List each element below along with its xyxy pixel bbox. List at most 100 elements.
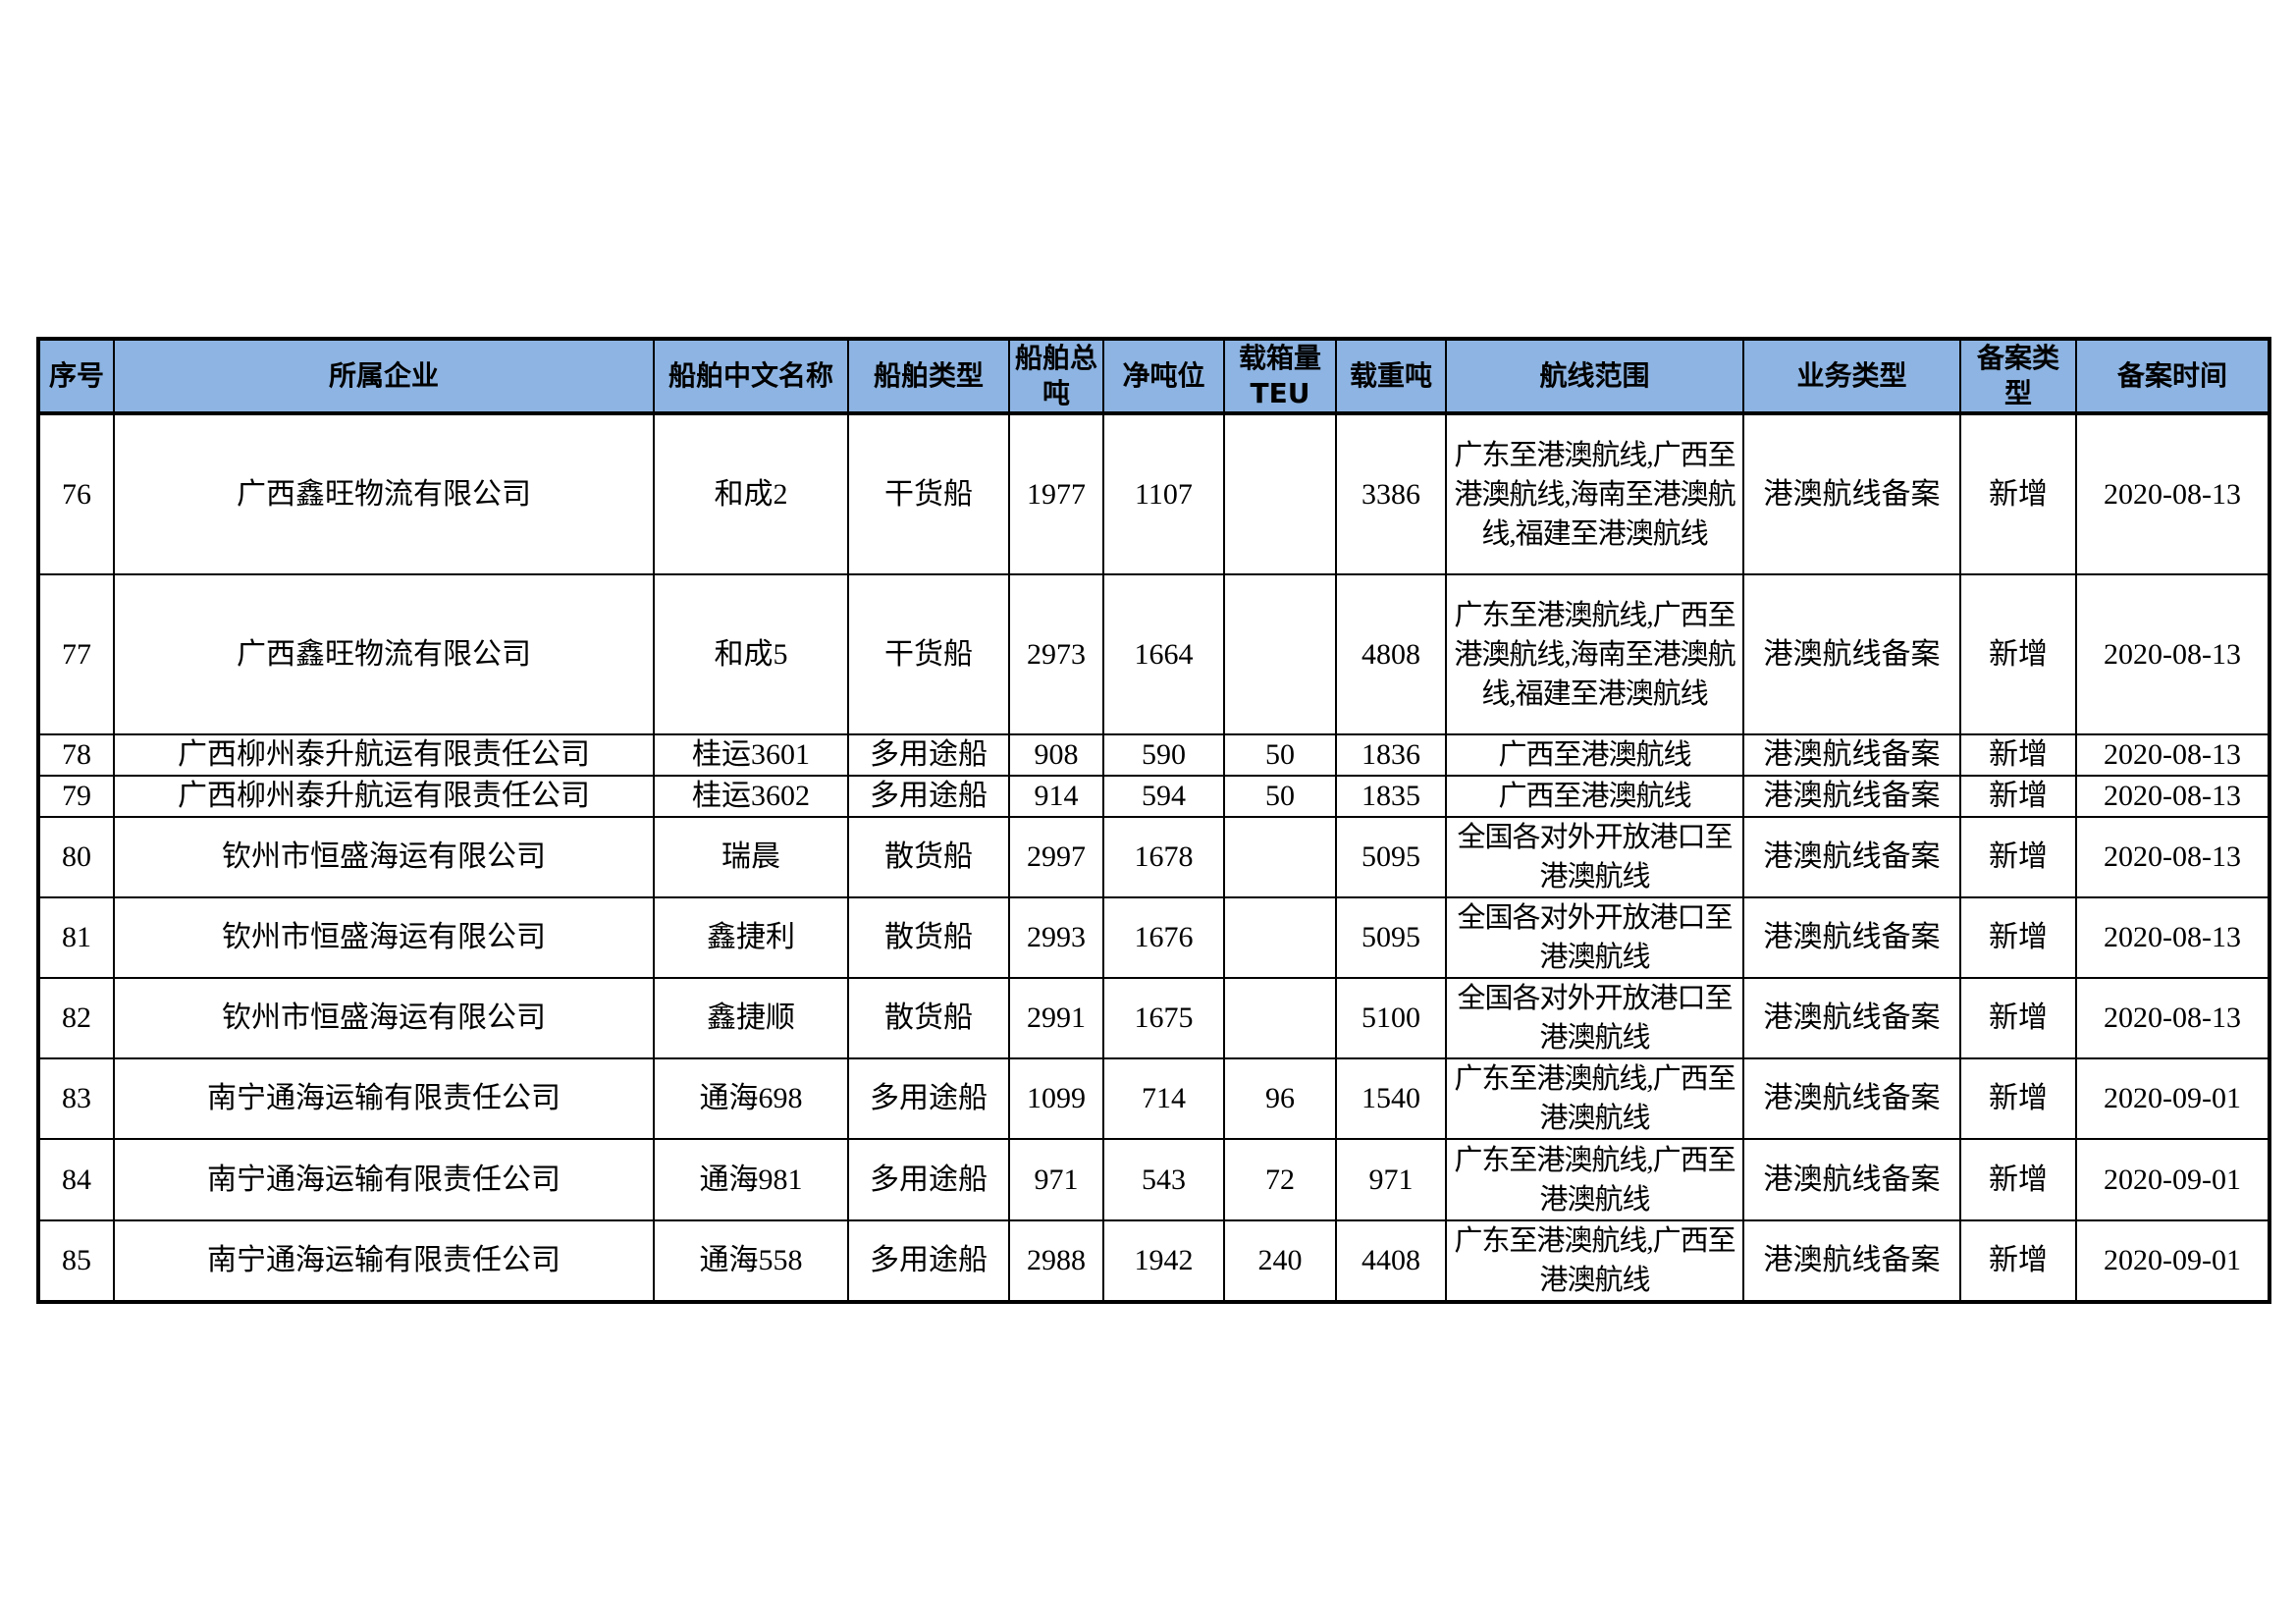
cell-filing-date: 2020-08-13 <box>2075 977 2270 1059</box>
cell-ship-name: 鑫捷顺 <box>653 977 849 1059</box>
cell-deadweight: 971 <box>1335 1138 1447 1221</box>
cell-company: 南宁通海运输有限责任公司 <box>113 1219 655 1303</box>
cell-ship-name: 和成5 <box>653 573 849 735</box>
cell-filing-type: 新增 <box>1959 412 2077 575</box>
cell-gross-tonnage: 2993 <box>1008 896 1104 979</box>
cell-business-type: 港澳航线备案 <box>1742 775 1961 818</box>
cell-index: 79 <box>37 775 115 818</box>
table-row: 78 广西柳州泰升航运有限责任公司 桂运3601 多用途船 908 590 50 1836 广西… <box>37 733 2270 777</box>
cell-index: 80 <box>37 816 115 898</box>
cell-net-tonnage: 1678 <box>1102 816 1225 898</box>
cell-business-type: 港澳航线备案 <box>1742 1219 1961 1303</box>
cell-index: 84 <box>37 1138 115 1221</box>
column-header-filing-type: 备案类型 <box>1959 338 2077 414</box>
cell-ship-type: 多用途船 <box>847 1138 1010 1221</box>
cell-filing-date: 2020-09-01 <box>2075 1219 2270 1303</box>
cell-route-scope: 全国各对外开放港口至港澳航线 <box>1445 977 1744 1059</box>
cell-net-tonnage: 590 <box>1102 733 1225 777</box>
cell-route-scope: 广东至港澳航线,广西至港澳航线,海南至港澳航线,福建至港澳航线 <box>1445 412 1744 575</box>
cell-ship-name: 和成2 <box>653 412 849 575</box>
cell-company: 南宁通海运输有限责任公司 <box>113 1138 655 1221</box>
cell-net-tonnage: 714 <box>1102 1057 1225 1140</box>
table-row: 85 南宁通海运输有限责任公司 通海558 多用途船 2988 1942 240 4408 广东… <box>37 1219 2270 1303</box>
cell-teu-capacity <box>1223 977 1337 1059</box>
cell-deadweight: 5095 <box>1335 896 1447 979</box>
cell-filing-type: 新增 <box>1959 977 2077 1059</box>
cell-deadweight: 4808 <box>1335 573 1447 735</box>
cell-route-scope: 广西至港澳航线 <box>1445 775 1744 818</box>
cell-gross-tonnage: 908 <box>1008 733 1104 777</box>
cell-business-type: 港澳航线备案 <box>1742 896 1961 979</box>
column-header-net-tonnage: 净吨位 <box>1102 338 1225 414</box>
cell-ship-name: 瑞晨 <box>653 816 849 898</box>
cell-index: 81 <box>37 896 115 979</box>
cell-index: 76 <box>37 412 115 575</box>
cell-company: 广西鑫旺物流有限公司 <box>113 412 655 575</box>
table-row: 77 广西鑫旺物流有限公司 和成5 干货船 2973 1664 4808 广东至港澳航线,广西… <box>37 573 2270 735</box>
cell-net-tonnage: 1107 <box>1102 412 1225 575</box>
cell-gross-tonnage: 2973 <box>1008 573 1104 735</box>
table-header-row: 序号 所属企业 船舶中文名称 船舶类型 船舶总吨 净吨位 载箱量TEU 载重吨 航线范围 业务类型… <box>37 338 2270 414</box>
cell-filing-date: 2020-08-13 <box>2075 775 2270 818</box>
cell-deadweight: 1540 <box>1335 1057 1447 1140</box>
cell-business-type: 港澳航线备案 <box>1742 977 1961 1059</box>
column-header-business-type: 业务类型 <box>1742 338 1961 414</box>
cell-gross-tonnage: 1099 <box>1008 1057 1104 1140</box>
cell-net-tonnage: 543 <box>1102 1138 1225 1221</box>
cell-company: 广西柳州泰升航运有限责任公司 <box>113 775 655 818</box>
cell-business-type: 港澳航线备案 <box>1742 816 1961 898</box>
column-header-filing-date: 备案时间 <box>2075 338 2270 414</box>
cell-business-type: 港澳航线备案 <box>1742 412 1961 575</box>
cell-index: 83 <box>37 1057 115 1140</box>
cell-ship-name: 桂运3602 <box>653 775 849 818</box>
cell-ship-name: 通海698 <box>653 1057 849 1140</box>
cell-teu-capacity <box>1223 573 1337 735</box>
cell-company: 广西柳州泰升航运有限责任公司 <box>113 733 655 777</box>
table-row: 79 广西柳州泰升航运有限责任公司 桂运3602 多用途船 914 594 50 1835 广西… <box>37 775 2270 818</box>
cell-filing-date: 2020-09-01 <box>2075 1057 2270 1140</box>
cell-deadweight: 4408 <box>1335 1219 1447 1303</box>
cell-teu-capacity <box>1223 816 1337 898</box>
cell-teu-capacity: 72 <box>1223 1138 1337 1221</box>
cell-ship-type: 干货船 <box>847 573 1010 735</box>
cell-net-tonnage: 1942 <box>1102 1219 1225 1303</box>
cell-deadweight: 3386 <box>1335 412 1447 575</box>
cell-index: 85 <box>37 1219 115 1303</box>
cell-index: 82 <box>37 977 115 1059</box>
cell-net-tonnage: 1664 <box>1102 573 1225 735</box>
cell-filing-type: 新增 <box>1959 775 2077 818</box>
column-header-index: 序号 <box>37 338 115 414</box>
table-row: 82 钦州市恒盛海运有限公司 鑫捷顺 散货船 2991 1675 5100 全国各对外开放港口… <box>37 977 2270 1059</box>
cell-filing-date: 2020-08-13 <box>2075 896 2270 979</box>
cell-ship-type: 干货船 <box>847 412 1010 575</box>
cell-teu-capacity: 50 <box>1223 775 1337 818</box>
column-header-company: 所属企业 <box>113 338 655 414</box>
cell-net-tonnage: 594 <box>1102 775 1225 818</box>
cell-filing-date: 2020-09-01 <box>2075 1138 2270 1221</box>
column-header-route-scope: 航线范围 <box>1445 338 1744 414</box>
cell-filing-date: 2020-08-13 <box>2075 573 2270 735</box>
cell-company: 广西鑫旺物流有限公司 <box>113 573 655 735</box>
cell-net-tonnage: 1676 <box>1102 896 1225 979</box>
cell-filing-date: 2020-08-13 <box>2075 733 2270 777</box>
cell-gross-tonnage: 2997 <box>1008 816 1104 898</box>
cell-net-tonnage: 1675 <box>1102 977 1225 1059</box>
cell-filing-type: 新增 <box>1959 733 2077 777</box>
cell-teu-capacity <box>1223 412 1337 575</box>
cell-ship-type: 散货船 <box>847 816 1010 898</box>
cell-ship-name: 通海558 <box>653 1219 849 1303</box>
cell-index: 77 <box>37 573 115 735</box>
cell-route-scope: 广东至港澳航线,广西至港澳航线 <box>1445 1057 1744 1140</box>
cell-filing-type: 新增 <box>1959 573 2077 735</box>
cell-teu-capacity: 96 <box>1223 1057 1337 1140</box>
table-row: 84 南宁通海运输有限责任公司 通海981 多用途船 971 543 72 971 广东至港澳航… <box>37 1138 2270 1221</box>
cell-route-scope: 广东至港澳航线,广西至港澳航线 <box>1445 1138 1744 1221</box>
vessel-registry-table: 序号 所属企业 船舶中文名称 船舶类型 船舶总吨 净吨位 载箱量TEU 载重吨 航线范围 业务类型… <box>36 337 2271 1304</box>
column-header-ship-name: 船舶中文名称 <box>653 338 849 414</box>
cell-business-type: 港澳航线备案 <box>1742 733 1961 777</box>
table-row: 80 钦州市恒盛海运有限公司 瑞晨 散货船 2997 1678 5095 全国各对外开放港口至… <box>37 816 2270 898</box>
cell-route-scope: 全国各对外开放港口至港澳航线 <box>1445 816 1744 898</box>
cell-deadweight: 1836 <box>1335 733 1447 777</box>
cell-gross-tonnage: 971 <box>1008 1138 1104 1221</box>
cell-ship-type: 多用途船 <box>847 1219 1010 1303</box>
